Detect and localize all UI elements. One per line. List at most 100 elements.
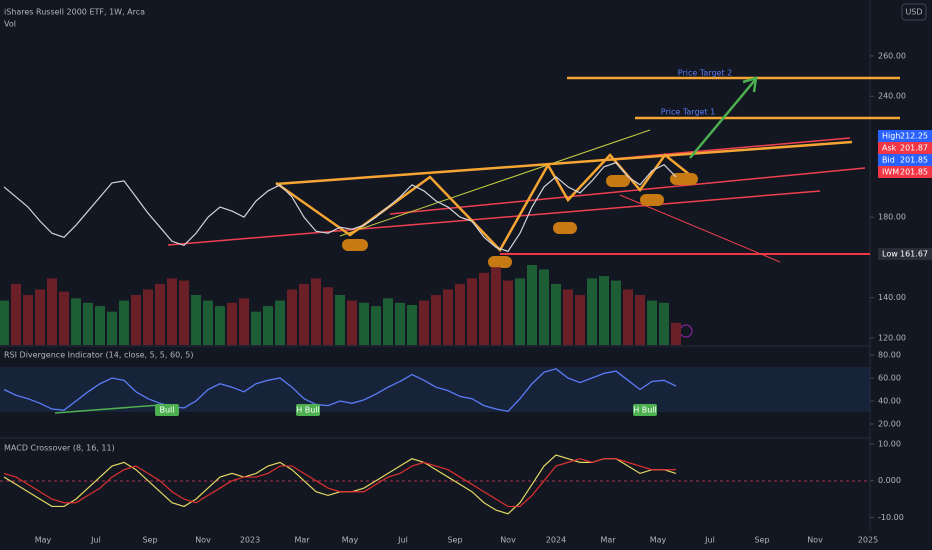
volume-bar [11, 283, 21, 345]
volume-bar [131, 295, 141, 345]
signal-label: H Bull [296, 404, 320, 416]
y-tick-label: 80.00 [878, 351, 901, 360]
y-tick-label: 260.00 [878, 51, 906, 60]
volume-bar [623, 289, 633, 345]
volume-bar [635, 295, 645, 345]
volume-bar [155, 283, 165, 345]
signal-label-text: H Bull [633, 406, 657, 415]
price-tag-value: 201.85 [900, 156, 928, 165]
volume-bar [515, 278, 525, 345]
x-tick-label: May [650, 536, 667, 545]
volume-bar [419, 300, 429, 345]
y-tick-label: 10.00 [878, 440, 901, 449]
volume-bar [455, 283, 465, 345]
volume-bar [239, 298, 249, 345]
volume-bar [23, 295, 33, 345]
volume-bar [167, 278, 177, 345]
annotation: Price Target 2 [678, 69, 732, 78]
volume-bar [83, 302, 93, 345]
volume-bar [299, 283, 309, 345]
volume-bar [659, 302, 669, 345]
volume-bar [443, 289, 453, 345]
volume-bar [95, 306, 105, 345]
rsi-band [0, 367, 870, 412]
y-tick-label: 140.00 [878, 293, 906, 302]
y-tick-label: -10.00 [878, 513, 904, 522]
y-tick-label: 20.00 [878, 420, 901, 429]
volume-bar [323, 287, 333, 345]
y-tick-label: 120.00 [878, 334, 906, 343]
volume-bar [263, 306, 273, 345]
volume-bar [563, 289, 573, 345]
volume-bar [671, 322, 681, 345]
volume-bar [107, 311, 117, 345]
x-tick-label: Sep [447, 536, 462, 545]
price-tag-value: 201.87 [900, 144, 928, 153]
volume-bar [383, 298, 393, 345]
y-tick-label: 0.000 [878, 476, 901, 485]
volume-bar [599, 276, 609, 345]
volume-bar [203, 300, 213, 345]
x-tick-label: 2024 [546, 536, 566, 545]
volume-bar [143, 289, 153, 345]
x-tick-label: 2025 [858, 536, 878, 545]
price-tag-value: 201.85 [900, 168, 928, 177]
volume-label: Vol [4, 20, 16, 29]
volume-bar [71, 298, 81, 345]
volume-bar [491, 267, 501, 345]
y-tick-label: 40.00 [878, 397, 901, 406]
volume-bar [347, 300, 357, 345]
price-tag-value: 161.67 [900, 250, 928, 259]
volume-bar [227, 302, 237, 345]
annotation: Price Target 1 [661, 108, 715, 117]
drawings [54, 76, 900, 414]
signal-label-bg [633, 404, 657, 416]
price-tag-value: 212.25 [900, 132, 928, 141]
volume-bar [179, 280, 189, 345]
price-tag [878, 130, 932, 142]
volume-bar [275, 300, 285, 345]
macd-title: MACD Crossover (8, 16, 11) [4, 444, 115, 453]
volume-bar [59, 291, 69, 345]
rsi-line [3, 368, 677, 413]
signal-label: Bull [155, 404, 179, 416]
volume-bar [191, 295, 201, 345]
x-tick-label: Sep [142, 536, 157, 545]
currency[interactable]: USD [905, 8, 922, 17]
x-tick-label: May [342, 536, 359, 545]
price-tag-name: Low [882, 250, 898, 259]
price-tag [878, 142, 932, 154]
price-tag [878, 154, 932, 166]
price-tag-name: Bid [882, 156, 895, 165]
volume-bar [359, 302, 369, 345]
price-line [3, 162, 677, 253]
volume-bar [0, 300, 9, 345]
volume-bar [215, 306, 225, 345]
volume-bar [527, 265, 537, 345]
volume-bar [647, 300, 657, 345]
signal-label: H Bull [633, 404, 657, 416]
volume-bar [503, 280, 513, 345]
volume-bar [287, 289, 297, 345]
rsi-title: RSI Divergence Indicator (14, close, 5, … [4, 351, 193, 360]
volume-bar [575, 295, 585, 345]
volume-bar [371, 306, 381, 345]
x-tick-label: Jul [90, 536, 101, 545]
volume-bar [587, 278, 597, 345]
volume-bar [35, 289, 45, 345]
x-tick-label: Jul [704, 536, 715, 545]
volume-bar [407, 305, 417, 345]
signal-label-bg [296, 404, 320, 416]
volume-bar [311, 278, 321, 345]
y-tick-label: 180.00 [878, 213, 906, 222]
price-tag-name: High [882, 132, 900, 141]
signal-label-text: Bull [159, 406, 174, 415]
macd-line [3, 458, 676, 508]
currency-button[interactable] [901, 3, 927, 21]
volume-bar [467, 278, 477, 345]
price-tag-name: Ask [882, 144, 897, 153]
x-tick-label: Nov [807, 536, 823, 545]
volume-bar [611, 280, 621, 345]
